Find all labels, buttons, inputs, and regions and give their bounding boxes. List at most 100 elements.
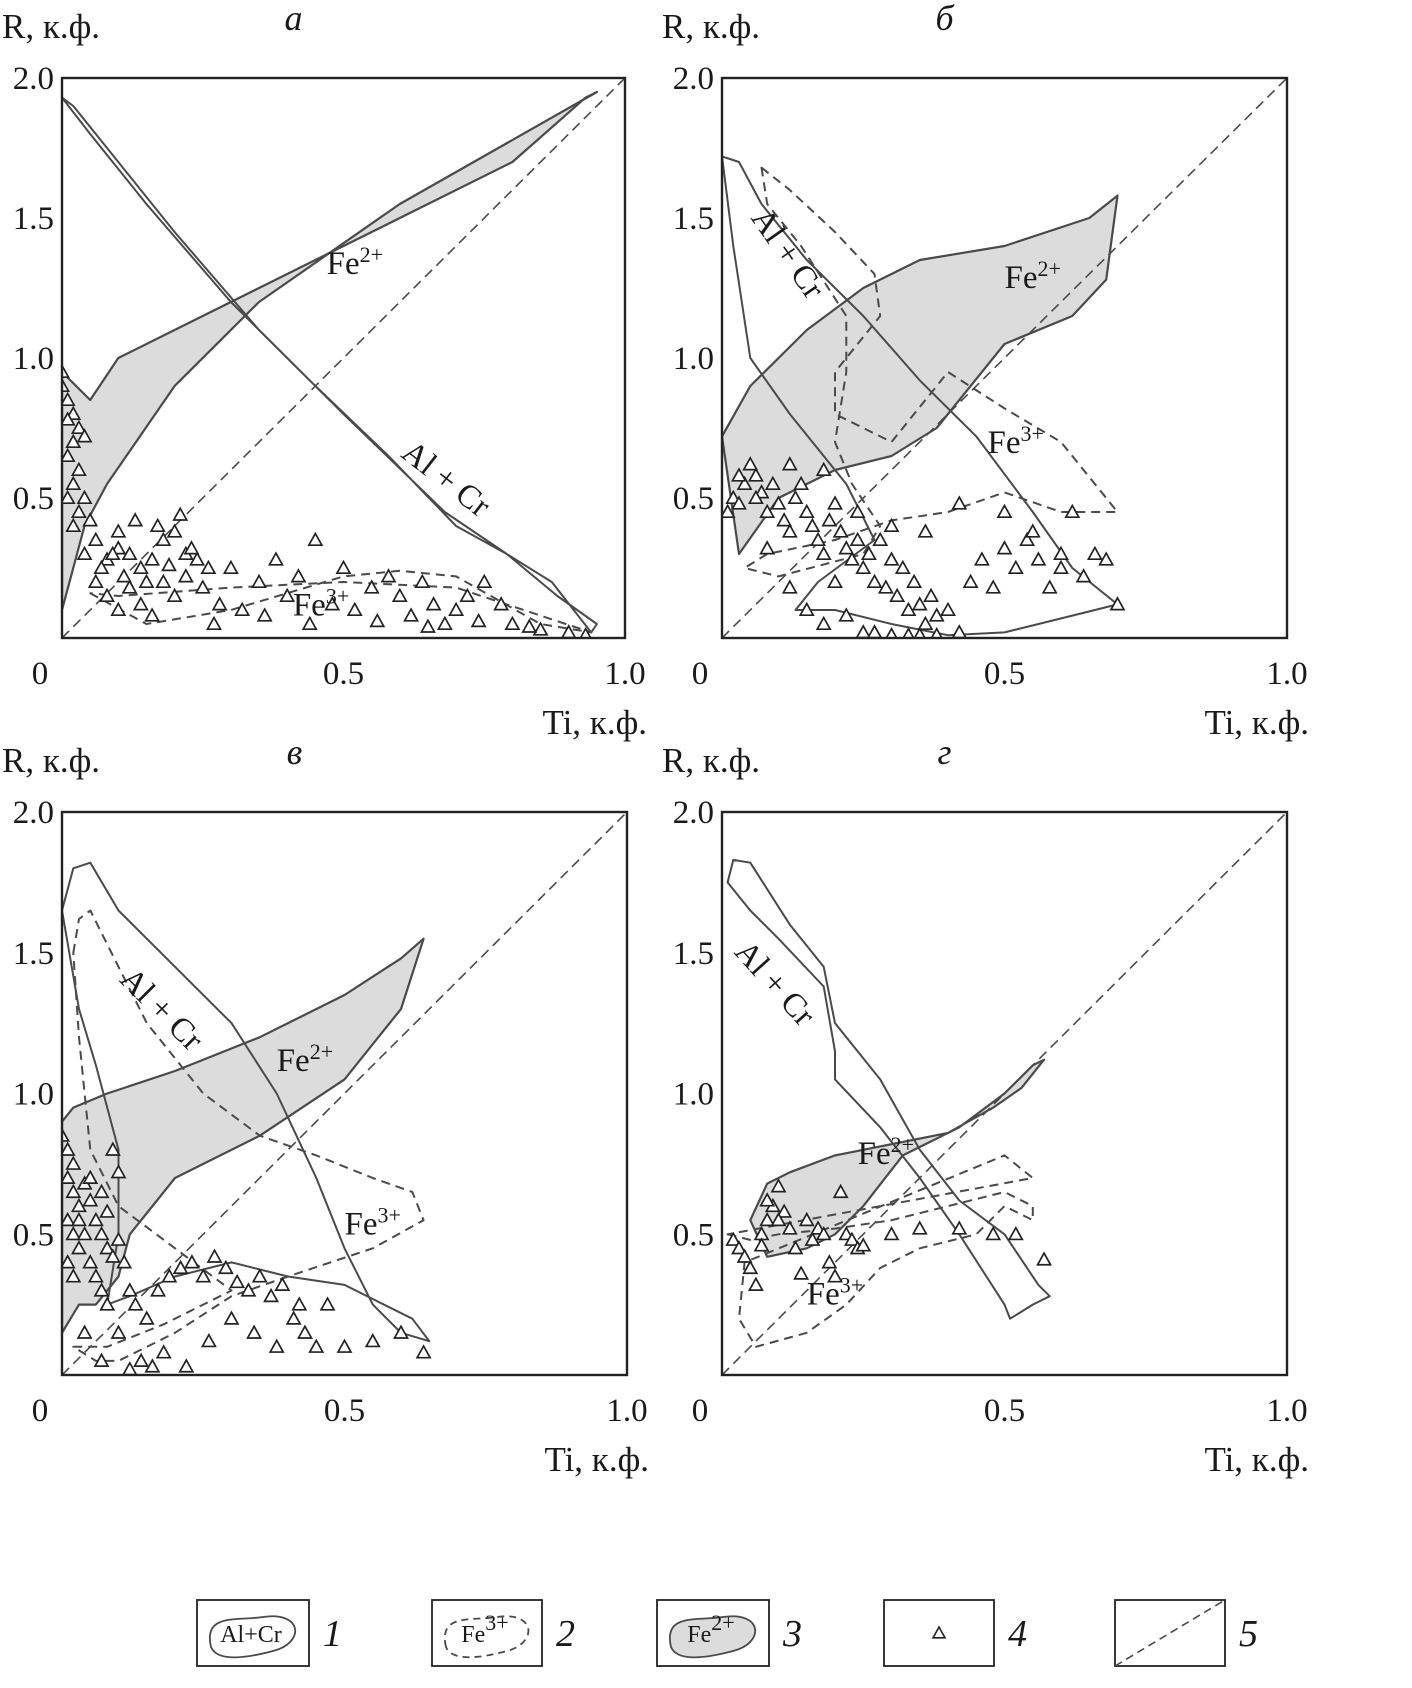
y-tick-label-1: 0.5 xyxy=(673,481,714,517)
data-point-47 xyxy=(1030,551,1047,566)
data-point-21 xyxy=(93,1282,110,1297)
y-tick-label-1: 0.5 xyxy=(13,1217,54,1253)
data-point-54 xyxy=(425,596,442,611)
legend-number: 1 xyxy=(323,1613,342,1655)
data-point-52 xyxy=(1086,545,1103,561)
data-point-11 xyxy=(776,512,793,527)
data-point-60 xyxy=(504,615,521,631)
data-point-11 xyxy=(65,475,82,491)
data-point-9 xyxy=(770,1178,787,1193)
data-point-58 xyxy=(200,1332,217,1348)
data-point-29 xyxy=(99,1203,116,1218)
data-point-8 xyxy=(65,1225,82,1241)
fe2-field-label: Fe2+ xyxy=(858,1132,914,1172)
data-point-13 xyxy=(82,1192,99,1207)
data-point-77 xyxy=(731,467,747,482)
data-point-4 xyxy=(62,1169,76,1184)
data-point-57 xyxy=(798,601,815,617)
data-point-11 xyxy=(781,1220,798,1235)
legend: Al+Cr 1 Fe3+ 2 Fe2+ 3 4 5 xyxy=(196,1599,1258,1667)
data-point-38 xyxy=(928,607,945,622)
y-tick-label-4: 2.0 xyxy=(13,795,54,831)
y-tick-label-3: 1.5 xyxy=(13,936,54,972)
reference-diagonal-line xyxy=(722,812,1287,1375)
data-point-54 xyxy=(110,1324,127,1339)
data-point-6 xyxy=(747,467,764,482)
plot-area xyxy=(722,78,1287,638)
alcr-field xyxy=(62,96,598,634)
data-point-24 xyxy=(849,531,866,547)
legend-box xyxy=(656,1599,770,1667)
data-point-31 xyxy=(121,1282,138,1297)
data-point-4 xyxy=(736,475,753,491)
data-point-15 xyxy=(798,503,815,519)
data-point-75 xyxy=(256,607,273,622)
data-point-36 xyxy=(172,1259,189,1275)
data-point-71 xyxy=(951,495,968,510)
data-point-44 xyxy=(996,540,1013,555)
legend-box xyxy=(196,1599,310,1667)
plot-area xyxy=(722,812,1287,1375)
data-point-37 xyxy=(194,579,211,594)
y-tick-label-2: 1.0 xyxy=(13,341,54,377)
data-point-13 xyxy=(793,1265,810,1280)
data-point-17 xyxy=(815,1225,832,1241)
data-point-33 xyxy=(144,607,161,622)
data-point-69 xyxy=(115,568,132,583)
data-point-76 xyxy=(301,615,318,631)
data-point-72 xyxy=(183,540,200,555)
data-point-42 xyxy=(240,1282,257,1297)
data-point-25 xyxy=(76,1225,93,1241)
alcr-field-label: Al + Cr xyxy=(113,961,210,1058)
x-tick-label-2: 0.5 xyxy=(324,1393,365,1429)
data-point-51 xyxy=(364,1332,381,1348)
data-point-2 xyxy=(731,1240,747,1255)
legend-box xyxy=(431,1599,543,1667)
data-point-62 xyxy=(866,624,883,638)
data-point-10 xyxy=(70,461,87,477)
x-axis-label: Ti, к.ф. xyxy=(542,703,647,742)
data-point-55 xyxy=(133,1352,150,1367)
fe3-field-label: Fe3+ xyxy=(807,1273,863,1313)
data-point-33 xyxy=(900,601,917,617)
data-point-8 xyxy=(759,503,776,519)
data-point-14 xyxy=(793,475,810,491)
data-point-27 xyxy=(951,1220,968,1235)
data-point-21 xyxy=(832,523,849,538)
data-point-66 xyxy=(149,517,166,533)
data-point-9 xyxy=(71,1240,87,1255)
data-point-43 xyxy=(279,587,296,603)
data-point-26 xyxy=(71,1211,87,1227)
data-point-23 xyxy=(844,551,860,566)
y-tick-label-1: 0.5 xyxy=(673,1217,714,1253)
data-point-27 xyxy=(866,573,883,589)
data-point-52 xyxy=(403,607,420,622)
fe3-field-label: Fe3+ xyxy=(988,421,1044,461)
legend-item-4: 4 xyxy=(883,1599,1027,1667)
data-point-81 xyxy=(76,489,93,505)
data-point-7 xyxy=(759,1211,776,1227)
data-point-25 xyxy=(883,1225,900,1241)
legend-item-3: Fe2+ 3 xyxy=(656,1599,802,1667)
y-tick-label-3: 1.5 xyxy=(673,201,714,237)
data-point-18 xyxy=(110,1231,127,1246)
legend-diagonal-line xyxy=(1114,1599,1226,1667)
data-point-63 xyxy=(579,626,592,638)
plot-area xyxy=(62,812,627,1375)
data-point-28 xyxy=(985,1225,1002,1241)
data-point-66 xyxy=(930,626,943,638)
data-point-43 xyxy=(251,1268,268,1283)
data-point-16 xyxy=(804,517,821,533)
fe3-field xyxy=(743,166,1119,578)
data-point-78 xyxy=(420,618,436,633)
y-tick-label-2: 1.0 xyxy=(13,1077,54,1113)
data-point-63 xyxy=(93,1352,110,1367)
data-point-10 xyxy=(776,1203,793,1218)
data-point-9 xyxy=(764,475,781,491)
data-point-45 xyxy=(307,531,324,547)
data-point-30 xyxy=(110,601,127,617)
chart-panel-2: 0 0.5 1.00.51.01.52.0Ti, к.ф.R, к.ф. бFe2+A… xyxy=(662,0,1309,742)
data-point-26 xyxy=(911,1220,928,1235)
data-point-27 xyxy=(82,1169,99,1184)
